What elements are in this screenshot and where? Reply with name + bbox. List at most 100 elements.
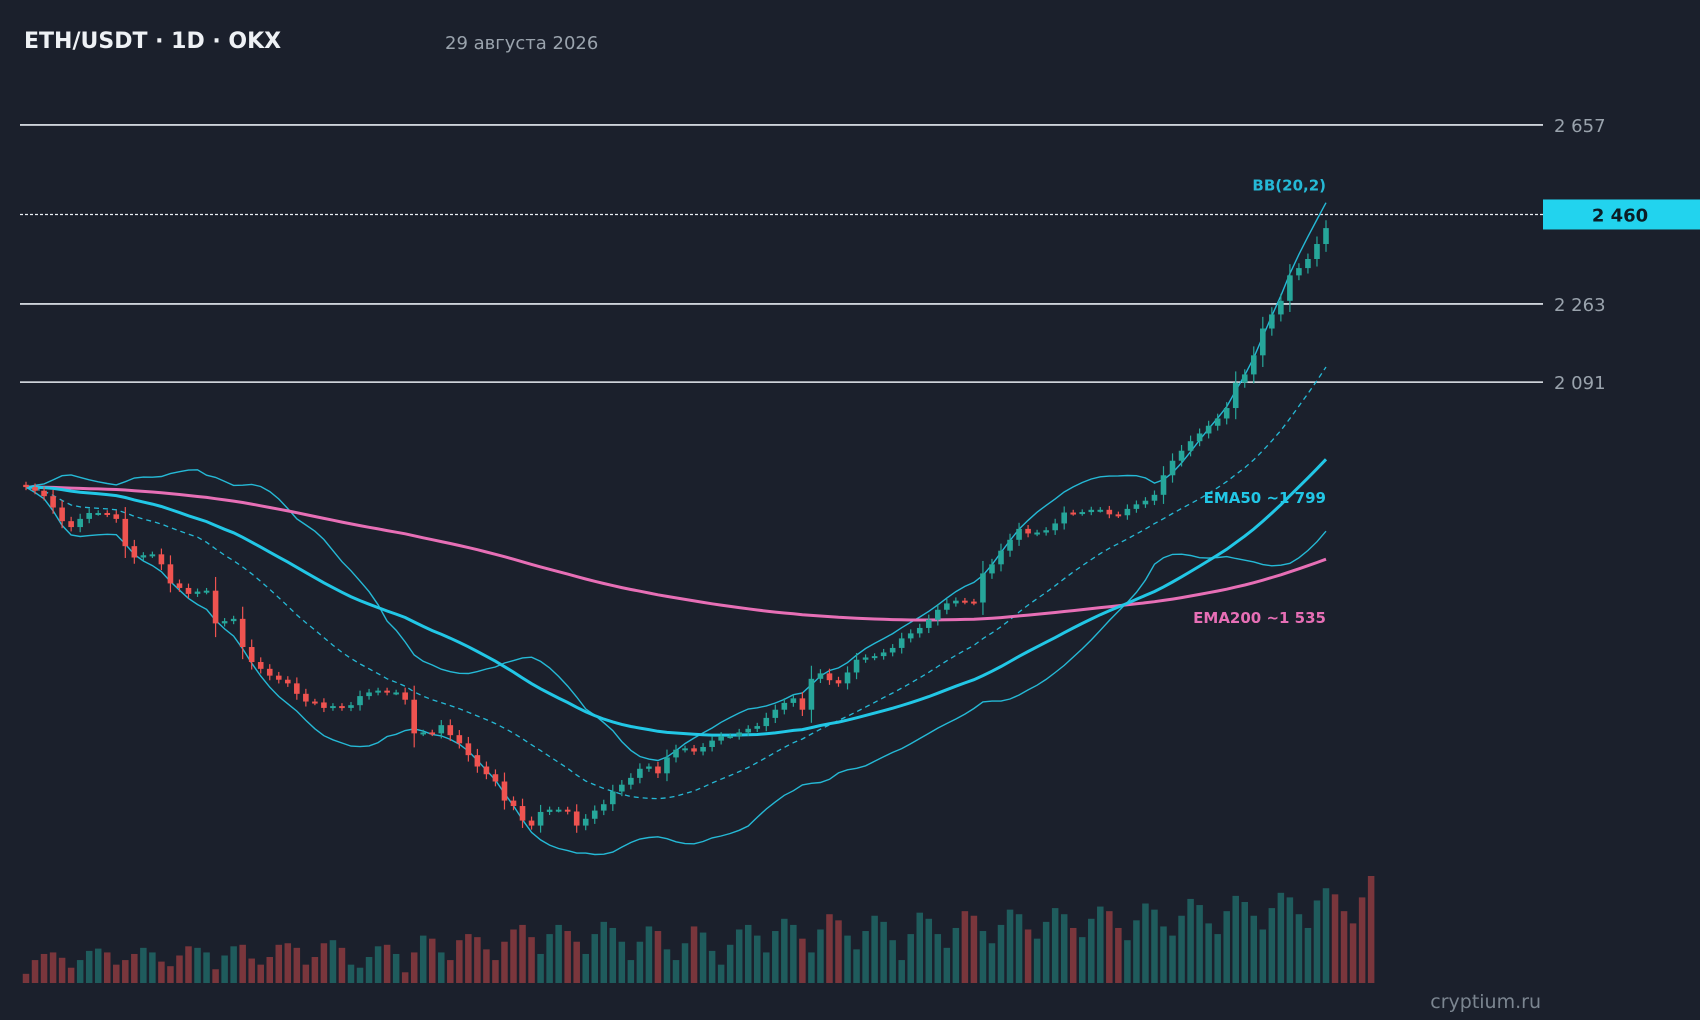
volume-bar bbox=[194, 947, 201, 983]
volume-bar bbox=[1295, 914, 1303, 983]
volume-bar bbox=[40, 953, 48, 983]
volume-bar bbox=[248, 958, 255, 983]
candle-body bbox=[77, 518, 83, 528]
candle-body bbox=[131, 546, 138, 558]
candle-body bbox=[781, 702, 788, 710]
candle-body bbox=[1142, 500, 1149, 505]
candle-body bbox=[953, 600, 959, 604]
price-level-label: 2 657 bbox=[1554, 116, 1606, 137]
candle-body bbox=[1133, 504, 1140, 509]
candle-body bbox=[727, 736, 733, 739]
volume-bar bbox=[311, 957, 319, 983]
volume-bar bbox=[519, 924, 526, 983]
candle-body bbox=[312, 701, 318, 704]
candle-body bbox=[925, 619, 932, 628]
volume-bar bbox=[826, 914, 833, 983]
candle-body bbox=[230, 618, 237, 622]
volume-bar bbox=[230, 946, 237, 983]
candle-body bbox=[1250, 355, 1257, 375]
candle-body bbox=[1088, 509, 1095, 513]
volume-bar bbox=[1358, 897, 1366, 983]
price-axis-labels: 2 657 2 263 2 091 2 460 BB(20,2) EMA50 ~1 799… bbox=[1193, 116, 1700, 627]
volume-bar bbox=[1367, 876, 1375, 983]
candle-body bbox=[113, 514, 120, 519]
candle-body bbox=[176, 583, 183, 588]
candle-body bbox=[853, 659, 860, 673]
volume-bar bbox=[94, 948, 102, 983]
volume-bar bbox=[140, 947, 147, 983]
candle-body bbox=[122, 518, 129, 547]
volume-bar bbox=[1268, 908, 1276, 983]
volume-bar bbox=[67, 967, 75, 983]
candle-body bbox=[23, 484, 29, 488]
volume-bar bbox=[573, 941, 580, 983]
ema200-line bbox=[26, 485, 1327, 622]
candle-body bbox=[835, 680, 842, 684]
candle-body bbox=[1025, 528, 1031, 534]
candle-body bbox=[718, 736, 724, 741]
watermark: cryptium.ru bbox=[1430, 991, 1541, 1013]
candle-body bbox=[149, 554, 156, 557]
candle-body bbox=[330, 706, 336, 709]
candle-body bbox=[691, 748, 697, 752]
candle-body bbox=[916, 627, 923, 634]
candle-body bbox=[465, 743, 472, 756]
candle-body bbox=[501, 781, 508, 801]
candle-body bbox=[1079, 512, 1086, 515]
volume-bar bbox=[808, 952, 815, 983]
volume-bar bbox=[203, 952, 210, 983]
volume-bar bbox=[149, 952, 156, 983]
candle-body bbox=[1070, 512, 1077, 515]
candle-body bbox=[1232, 382, 1239, 409]
volume-bar bbox=[1015, 914, 1023, 983]
candle-body bbox=[673, 749, 679, 758]
candle-body bbox=[1007, 539, 1013, 551]
candle-body bbox=[736, 732, 742, 737]
candle-body bbox=[212, 590, 219, 624]
candle-body bbox=[546, 809, 553, 812]
volume-bar bbox=[699, 932, 707, 983]
candle-body bbox=[1187, 441, 1194, 451]
candle-body bbox=[745, 728, 752, 733]
volume-bar bbox=[185, 946, 192, 983]
volume-bar bbox=[1340, 911, 1348, 983]
candle-body bbox=[907, 633, 914, 639]
volume-bar bbox=[221, 955, 228, 983]
candle-body bbox=[880, 652, 887, 657]
volume-bar bbox=[781, 918, 788, 983]
volume-bar bbox=[1151, 909, 1158, 983]
candle-body bbox=[275, 675, 282, 680]
volume-bar bbox=[392, 953, 400, 983]
volume-bar bbox=[438, 952, 445, 983]
candle-body bbox=[826, 673, 833, 681]
volume-bar bbox=[31, 960, 39, 983]
volume-bar bbox=[419, 935, 427, 983]
candle-body bbox=[1151, 494, 1158, 501]
volume-bar bbox=[338, 947, 346, 983]
candle-body bbox=[817, 673, 824, 679]
candle-body bbox=[1052, 523, 1058, 531]
candle-body bbox=[980, 573, 986, 603]
candle-body bbox=[998, 550, 1004, 565]
volume-bar bbox=[492, 960, 499, 983]
candle-body bbox=[790, 698, 797, 703]
volume-bar bbox=[528, 937, 535, 983]
volume-bar bbox=[564, 931, 571, 983]
volume-bar bbox=[429, 938, 436, 983]
volume-bar bbox=[365, 957, 373, 983]
volume-bar bbox=[681, 943, 689, 983]
candle-body bbox=[962, 600, 968, 603]
candle-body bbox=[456, 735, 463, 744]
volume-bar bbox=[22, 973, 30, 983]
candle-body bbox=[266, 668, 273, 676]
candle-body bbox=[483, 766, 490, 775]
volume-bar bbox=[1259, 929, 1267, 983]
candle-body bbox=[95, 512, 102, 515]
candle-body bbox=[1106, 509, 1113, 515]
volume-bar bbox=[1196, 905, 1203, 983]
volume-bar bbox=[1277, 892, 1285, 983]
candle-body bbox=[185, 587, 192, 594]
candle-body bbox=[1296, 268, 1302, 276]
volume-bar bbox=[817, 929, 824, 983]
